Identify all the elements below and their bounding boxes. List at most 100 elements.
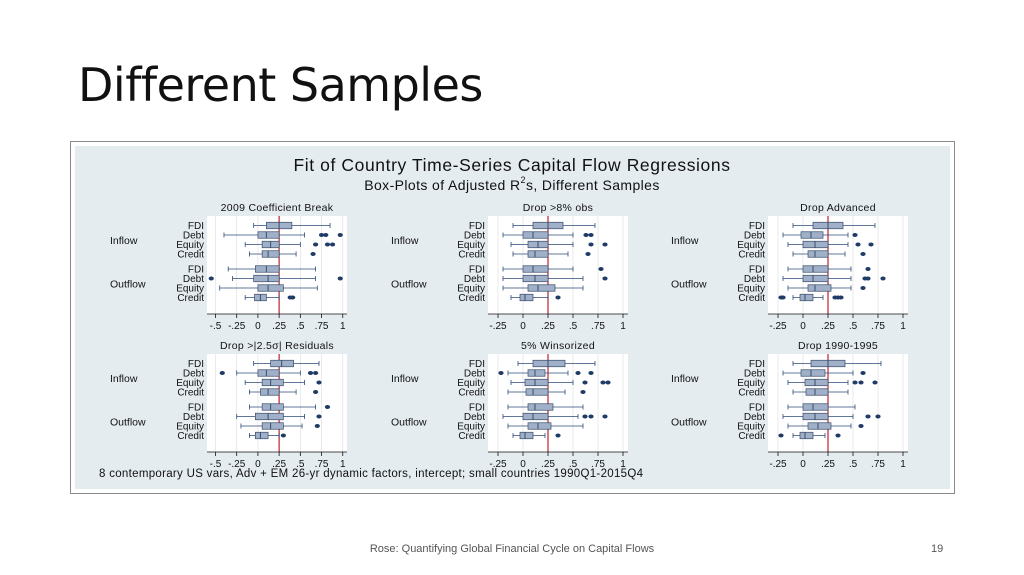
panel-title: 5% Winsorized	[521, 340, 595, 352]
category-label: Equity	[176, 378, 204, 389]
x-tick-label: -.5	[210, 321, 222, 332]
group-label: Inflow	[110, 373, 138, 385]
page-number: 19	[931, 543, 944, 555]
category-label: FDI	[469, 403, 485, 414]
box	[261, 250, 280, 258]
outlier-point	[324, 242, 331, 247]
chart-note: 8 contemporary US vars, Adv + EM 26-yr d…	[99, 468, 644, 480]
category-label: Equity	[176, 240, 204, 251]
box	[802, 403, 829, 411]
category-label: Debt	[744, 231, 765, 242]
plot-area	[207, 216, 347, 314]
outlier-point	[780, 295, 786, 300]
box	[519, 293, 534, 302]
category-label: Credit	[177, 250, 204, 261]
x-tick-label: 1	[900, 321, 906, 332]
footer-text: Rose: Quantifying Global Financial Cycle…	[369, 543, 655, 555]
outlier-point	[860, 252, 866, 256]
outlier-point	[600, 380, 606, 385]
category-label: Debt	[744, 412, 765, 423]
box	[802, 274, 829, 283]
panel-6: Drop 1990-1995-.25 0.25.5.75 1InflowFDIDeb…	[671, 340, 908, 470]
category-label: FDI	[749, 359, 765, 370]
box	[532, 359, 566, 368]
category-label: Credit	[738, 388, 765, 399]
box	[257, 231, 280, 239]
category-label: Credit	[177, 293, 204, 304]
x-tick-label: 0	[800, 321, 806, 332]
panel-2: Drop >8% obs-.25 0.25.5.75 1InflowFDIDebtE…	[391, 202, 628, 332]
x-tick-label: -.25	[769, 459, 787, 470]
category-label: Credit	[458, 431, 485, 442]
outlier-point	[582, 414, 588, 419]
x-tick-label: .25	[272, 459, 286, 470]
box	[255, 265, 280, 273]
outlier-point	[838, 295, 844, 300]
x-tick-label: 0	[520, 321, 526, 332]
category-label: Credit	[738, 293, 765, 304]
outlier-point	[602, 414, 608, 419]
box	[257, 369, 280, 377]
outlier-point	[208, 276, 214, 281]
category-label: Equity	[457, 378, 485, 389]
x-tick-label: .5	[849, 459, 858, 470]
box	[805, 388, 829, 396]
outlier-point	[852, 233, 858, 237]
outlier-point	[778, 433, 784, 438]
category-label: Credit	[458, 293, 485, 304]
figure-frame: Fit of Country Time-Series Capital Flow …	[70, 141, 955, 494]
category-label: Debt	[183, 231, 204, 242]
outlier-point	[307, 371, 314, 375]
group-label: Outflow	[391, 417, 427, 429]
outlier-point	[310, 252, 316, 256]
outlier-point	[575, 371, 581, 375]
box	[807, 250, 829, 258]
x-tick-label: .5	[296, 321, 305, 332]
box	[527, 369, 546, 377]
x-tick-label: .75	[591, 321, 605, 332]
outlier-point	[855, 242, 861, 247]
outlier-point	[280, 433, 286, 438]
group-label: Inflow	[391, 235, 419, 247]
x-tick-label: .5	[296, 459, 305, 470]
outlier-point	[598, 267, 604, 271]
outlier-point	[314, 424, 320, 428]
box	[802, 265, 829, 273]
category-label: Debt	[744, 369, 765, 380]
outlier-point	[858, 424, 864, 428]
outlier-point	[219, 371, 225, 375]
box	[260, 388, 280, 396]
box	[527, 403, 554, 411]
outlier-point	[860, 371, 866, 375]
category-label: Debt	[464, 412, 485, 423]
outlier-point	[880, 276, 886, 281]
outlier-point	[875, 414, 881, 419]
x-tick-label: 0	[520, 459, 526, 470]
slide-title: Different Samples	[78, 58, 483, 112]
outlier-point	[313, 371, 319, 375]
group-label: Outflow	[110, 417, 146, 429]
box	[255, 412, 284, 421]
box	[800, 231, 824, 239]
box	[524, 378, 549, 387]
outlier-point	[580, 390, 586, 394]
box	[522, 265, 549, 273]
box	[257, 284, 284, 292]
x-tick-label: .75	[315, 321, 329, 332]
category-label: Equity	[737, 378, 765, 389]
category-label: FDI	[749, 403, 765, 414]
x-tick-label: 1	[620, 321, 626, 332]
outlier-point	[329, 242, 336, 247]
plot-area	[207, 354, 347, 452]
box	[253, 274, 280, 283]
x-tick-label: .75	[591, 459, 605, 470]
group-label: Outflow	[671, 417, 707, 429]
outlier-point	[868, 242, 874, 247]
category-label: Equity	[737, 284, 765, 295]
chart-subtitle-main: Box-Plots of Adjusted R	[364, 177, 520, 193]
panel-title: Drop Advanced	[800, 202, 876, 214]
outlier-point	[585, 252, 591, 256]
category-label: FDI	[188, 359, 204, 370]
outlier-point	[605, 380, 611, 385]
group-label: Inflow	[110, 235, 138, 247]
